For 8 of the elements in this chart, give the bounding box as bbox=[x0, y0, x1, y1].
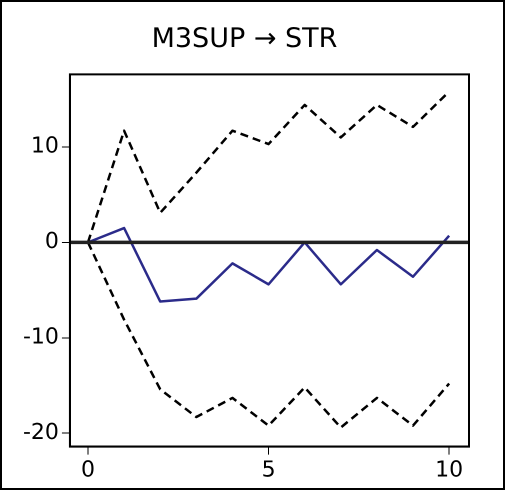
y-tick-label: -20 bbox=[22, 420, 59, 445]
chart-title: M3SUP → STR bbox=[152, 23, 338, 54]
x-tick-label: 5 bbox=[262, 458, 276, 483]
x-tick-label: 10 bbox=[435, 458, 464, 483]
x-tick-label: 0 bbox=[80, 458, 95, 483]
y-tick-label: 10 bbox=[30, 134, 59, 159]
y-tick-label: -10 bbox=[22, 324, 59, 350]
y-tick-label: 0 bbox=[44, 229, 59, 254]
